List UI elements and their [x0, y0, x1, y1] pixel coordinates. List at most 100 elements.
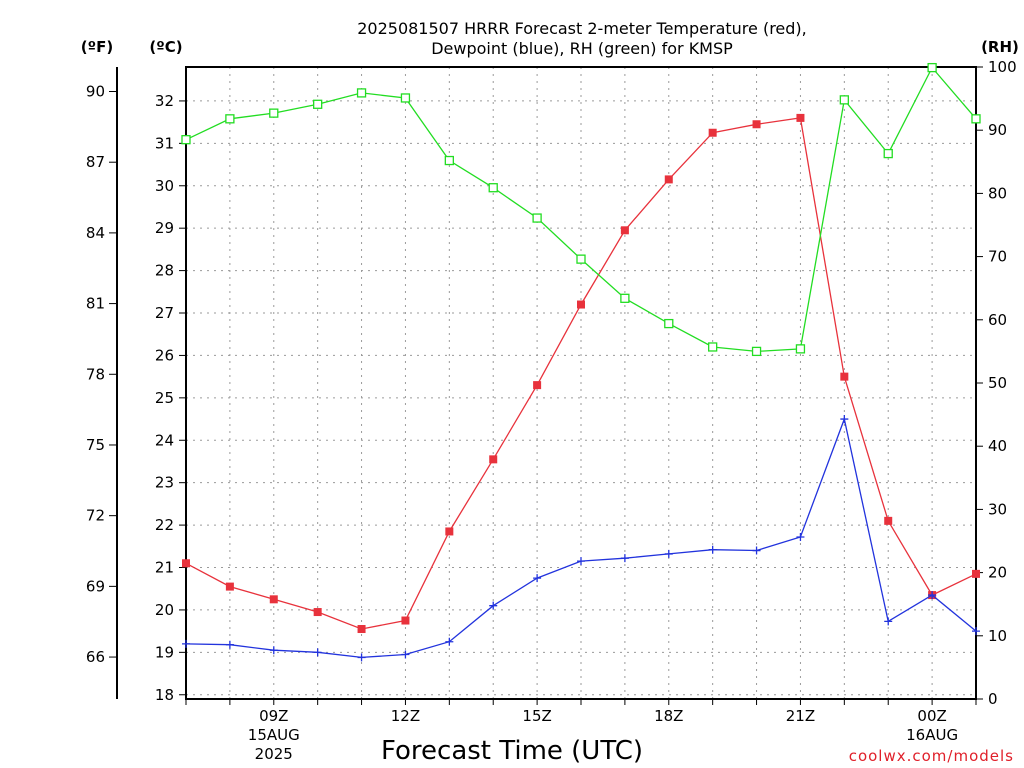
temperature-series [182, 113, 980, 634]
temperature-point [708, 128, 717, 137]
rh-point [839, 95, 849, 105]
celsius-tick-label: 26 [155, 346, 174, 364]
temperature-point [269, 595, 278, 604]
dewpoint-point [972, 627, 980, 636]
celsius-tick-label: 22 [155, 516, 174, 534]
rh-point [883, 148, 893, 159]
x-tick-label: 00Z [917, 707, 946, 725]
temperature-point [533, 381, 542, 390]
rh-tick-label: 10 [988, 627, 1007, 645]
dewpoint-point [357, 653, 366, 662]
rh-tick-label: 60 [988, 311, 1007, 329]
dewpoint-point [708, 545, 717, 554]
dewpoint-point [401, 650, 410, 659]
rh-point [664, 318, 674, 329]
rh-point [444, 155, 454, 166]
fahrenheit-tick-label: 75 [86, 436, 105, 454]
rh-point [269, 108, 279, 118]
x-tick-label: 09Z [259, 707, 288, 725]
x-tick-date-label: 16AUG [906, 726, 958, 744]
dewpoint-point [445, 637, 454, 646]
dewpoint-point [620, 554, 629, 563]
data-series [181, 62, 981, 662]
rh-tick-label: 100 [988, 58, 1017, 76]
dewpoint-point [577, 557, 585, 566]
celsius-tick-label: 25 [155, 389, 174, 407]
x-tick-label: 18Z [654, 707, 683, 725]
temperature-point [752, 120, 761, 129]
temperature-point [401, 616, 410, 625]
celsius-tick-label: 30 [155, 177, 174, 195]
gridlines [186, 67, 976, 699]
celsius-tick-label: 28 [155, 262, 174, 280]
dewpoint-point [182, 639, 190, 648]
celsius-tick-label: 29 [155, 219, 174, 237]
fahrenheit-tick-label: 87 [86, 153, 105, 171]
rh-point [181, 135, 191, 145]
temperature-point [884, 516, 893, 525]
celsius-tick-label: 20 [155, 601, 174, 619]
dewpoint-point [840, 415, 849, 424]
temperature-point [577, 300, 585, 309]
celsius-tick-label: 31 [155, 134, 174, 152]
rh-tick-label: 70 [988, 248, 1007, 266]
celsius-tick-label: 24 [155, 431, 174, 449]
dewpoint-point [225, 640, 234, 649]
fahrenheit-tick-label: 72 [86, 507, 105, 525]
celsius-tick-label: 18 [155, 686, 174, 704]
temperature-point [796, 113, 805, 122]
fahrenheit-tick-label: 78 [86, 365, 105, 383]
rh-point [356, 88, 367, 98]
rh-tick-label: 20 [988, 564, 1007, 582]
dewpoint-point [269, 646, 278, 655]
temperature-point [445, 527, 454, 536]
fahrenheit-tick-label: 66 [86, 648, 105, 666]
rh-point [576, 254, 586, 264]
rh-point [751, 346, 762, 357]
rh-point [620, 293, 630, 303]
dewpoint-point [884, 617, 893, 626]
rh-point [313, 99, 323, 109]
rh-tick-label: 50 [988, 374, 1007, 392]
x-axis-label: Forecast Time (UTC) [381, 736, 643, 766]
celsius-tick-label: 23 [155, 474, 174, 492]
temperature-point [313, 608, 322, 617]
rh-tick-label: 30 [988, 500, 1007, 518]
rh-tick-label: 90 [988, 121, 1007, 139]
celsius-tick-label: 19 [155, 643, 174, 661]
rh-tick-label: 40 [988, 437, 1007, 455]
rh-point [488, 183, 498, 193]
fahrenheit-tick-label: 90 [86, 83, 105, 101]
x-tick-label: 12Z [391, 707, 420, 725]
chart-title-line-1: 2025081507 HRRR Forecast 2-meter Tempera… [357, 19, 807, 38]
rh-series [181, 62, 981, 357]
dewpoint-point [489, 601, 498, 610]
celsius-tick-label: 32 [155, 92, 174, 110]
rh-point [532, 213, 542, 223]
x-tick-label: 21Z [786, 707, 815, 725]
fahrenheit-tick-label: 84 [86, 224, 105, 242]
temperature-point [840, 372, 849, 381]
x-tick-year-label: 2025 [255, 745, 293, 763]
dewpoint-series [182, 415, 980, 662]
temperature-point [182, 559, 190, 568]
fahrenheit-tick-label: 81 [86, 295, 105, 313]
celsius-tick-label: 27 [155, 304, 174, 322]
rh-point [400, 93, 411, 103]
rh-point [795, 344, 806, 354]
temperature-point [664, 175, 673, 184]
celsius-tick-label: 21 [155, 559, 174, 577]
rh-tick-label: 0 [988, 690, 998, 708]
temperature-point [620, 226, 629, 235]
axes: 66 69 72 75 78 81 84 87 90 18 19 20 21 22 23 24 25 26 27 28… [86, 58, 1017, 763]
celsius-unit-label: (ºC) [149, 38, 182, 56]
chart-title-line-2: Dewpoint (blue), RH (green) for KMSP [431, 39, 733, 58]
dewpoint-point [533, 574, 542, 583]
temperature-point [972, 569, 980, 578]
x-tick-date-label: 15AUG [248, 726, 300, 744]
fahrenheit-unit-label: (ºF) [81, 38, 113, 56]
rh-point [927, 62, 937, 73]
dewpoint-point [313, 648, 322, 657]
dewpoint-point [796, 532, 805, 541]
